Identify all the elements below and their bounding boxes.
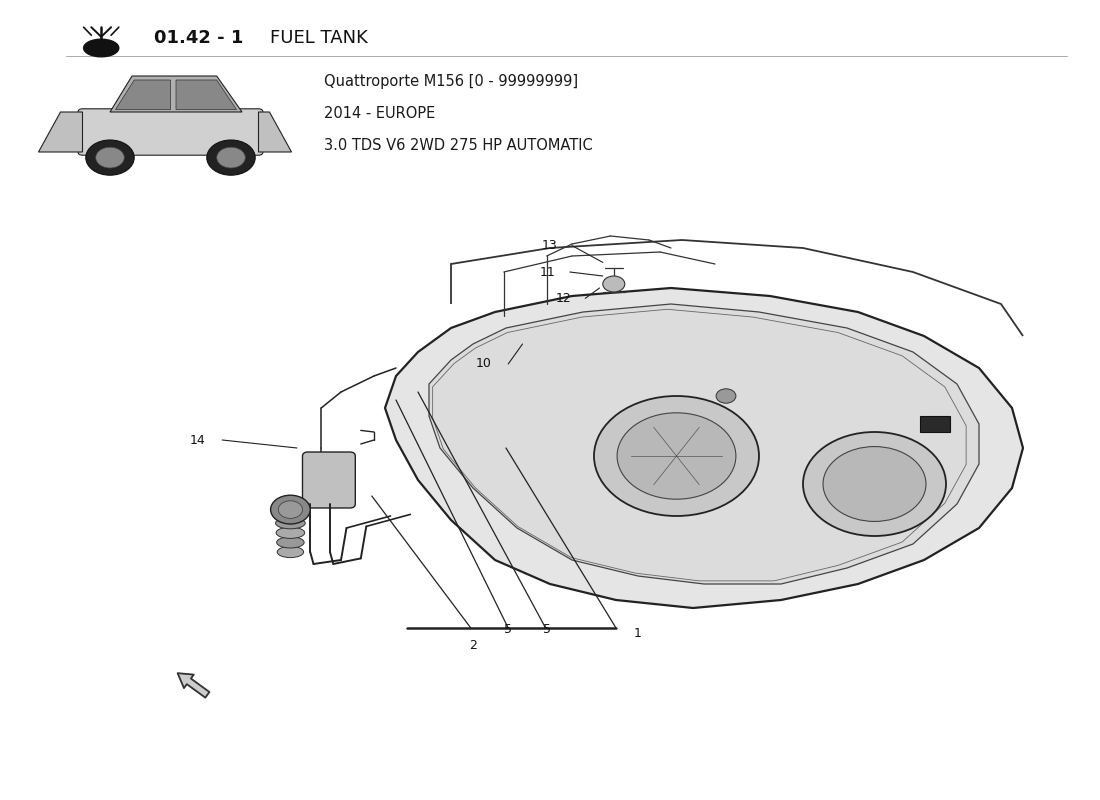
Text: 5: 5 bbox=[504, 623, 513, 636]
Text: 11: 11 bbox=[540, 266, 556, 278]
Text: 3.0 TDS V6 2WD 275 HP AUTOMATIC: 3.0 TDS V6 2WD 275 HP AUTOMATIC bbox=[324, 138, 593, 153]
Circle shape bbox=[617, 413, 736, 499]
Text: Quattroporte M156 [0 - 99999999]: Quattroporte M156 [0 - 99999999] bbox=[324, 74, 579, 89]
Text: 1: 1 bbox=[634, 627, 642, 640]
Text: 5: 5 bbox=[542, 623, 551, 636]
Circle shape bbox=[96, 147, 124, 168]
Circle shape bbox=[716, 389, 736, 403]
Ellipse shape bbox=[277, 537, 304, 548]
Circle shape bbox=[217, 147, 245, 168]
Circle shape bbox=[823, 446, 926, 522]
Text: 2014 - EUROPE: 2014 - EUROPE bbox=[324, 106, 436, 121]
Text: FUEL TANK: FUEL TANK bbox=[270, 30, 367, 47]
Circle shape bbox=[278, 501, 303, 518]
Polygon shape bbox=[258, 112, 292, 152]
Ellipse shape bbox=[275, 518, 306, 529]
Bar bbox=[920, 416, 950, 432]
Circle shape bbox=[207, 140, 255, 175]
Circle shape bbox=[603, 276, 625, 292]
Circle shape bbox=[803, 432, 946, 536]
Text: 12: 12 bbox=[556, 292, 571, 305]
Polygon shape bbox=[110, 76, 242, 112]
Ellipse shape bbox=[277, 546, 304, 558]
Ellipse shape bbox=[275, 508, 306, 519]
Text: 14: 14 bbox=[190, 434, 206, 446]
Text: 01.42 - 1: 01.42 - 1 bbox=[154, 30, 243, 47]
Circle shape bbox=[594, 396, 759, 516]
Polygon shape bbox=[429, 304, 979, 584]
Polygon shape bbox=[39, 112, 82, 152]
Text: 13: 13 bbox=[542, 239, 558, 252]
Ellipse shape bbox=[84, 39, 119, 57]
Polygon shape bbox=[176, 80, 236, 110]
Ellipse shape bbox=[276, 527, 305, 538]
Polygon shape bbox=[385, 288, 1023, 608]
FancyBboxPatch shape bbox=[78, 109, 263, 155]
Polygon shape bbox=[116, 80, 170, 110]
FancyArrowPatch shape bbox=[177, 673, 209, 698]
Circle shape bbox=[271, 495, 310, 524]
Text: 2: 2 bbox=[469, 639, 477, 652]
Text: 10: 10 bbox=[476, 358, 492, 370]
FancyBboxPatch shape bbox=[302, 452, 355, 508]
Circle shape bbox=[86, 140, 134, 175]
